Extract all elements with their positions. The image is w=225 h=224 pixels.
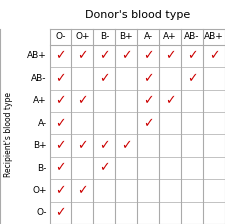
Text: ✓: ✓ bbox=[55, 206, 66, 219]
Text: AB-: AB- bbox=[184, 32, 200, 41]
Text: O+: O+ bbox=[75, 32, 90, 41]
Text: ✓: ✓ bbox=[77, 184, 88, 197]
Text: ✓: ✓ bbox=[187, 72, 197, 85]
Text: O+: O+ bbox=[32, 186, 47, 195]
Text: ✓: ✓ bbox=[143, 50, 153, 62]
Text: ✓: ✓ bbox=[77, 94, 88, 107]
Text: O-: O- bbox=[36, 208, 47, 217]
Text: ✓: ✓ bbox=[143, 72, 153, 85]
Text: ✓: ✓ bbox=[55, 72, 66, 85]
Text: ✓: ✓ bbox=[143, 94, 153, 107]
Text: ✓: ✓ bbox=[187, 50, 197, 62]
Text: A+: A+ bbox=[33, 96, 47, 105]
Text: B+: B+ bbox=[33, 141, 47, 150]
Text: A+: A+ bbox=[163, 32, 177, 41]
Text: Donor's blood type: Donor's blood type bbox=[85, 10, 190, 19]
Text: B+: B+ bbox=[119, 32, 133, 41]
Text: ✓: ✓ bbox=[55, 50, 66, 62]
Text: ✓: ✓ bbox=[99, 139, 110, 152]
Text: ✓: ✓ bbox=[99, 50, 110, 62]
Text: O-: O- bbox=[55, 32, 66, 41]
Text: ✓: ✓ bbox=[121, 139, 132, 152]
Text: AB-: AB- bbox=[31, 74, 47, 83]
Text: ✓: ✓ bbox=[55, 162, 66, 174]
Text: AB+: AB+ bbox=[204, 32, 224, 41]
Text: ✓: ✓ bbox=[77, 139, 88, 152]
Text: A-: A- bbox=[144, 32, 153, 41]
Text: ✓: ✓ bbox=[55, 94, 66, 107]
Text: ✓: ✓ bbox=[55, 117, 66, 130]
Text: ✓: ✓ bbox=[121, 50, 132, 62]
Text: A-: A- bbox=[38, 119, 47, 128]
Text: ✓: ✓ bbox=[165, 94, 176, 107]
Text: ✓: ✓ bbox=[55, 184, 66, 197]
Text: ✓: ✓ bbox=[143, 117, 153, 130]
Text: ✓: ✓ bbox=[99, 72, 110, 85]
Text: B-: B- bbox=[100, 32, 109, 41]
Text: AB+: AB+ bbox=[27, 52, 47, 60]
Text: Recipient's blood type: Recipient's blood type bbox=[4, 92, 13, 177]
Text: ✓: ✓ bbox=[55, 139, 66, 152]
Text: ✓: ✓ bbox=[209, 50, 219, 62]
Text: ✓: ✓ bbox=[77, 50, 88, 62]
Text: ✓: ✓ bbox=[99, 162, 110, 174]
Text: B-: B- bbox=[37, 164, 47, 172]
Text: ✓: ✓ bbox=[165, 50, 176, 62]
